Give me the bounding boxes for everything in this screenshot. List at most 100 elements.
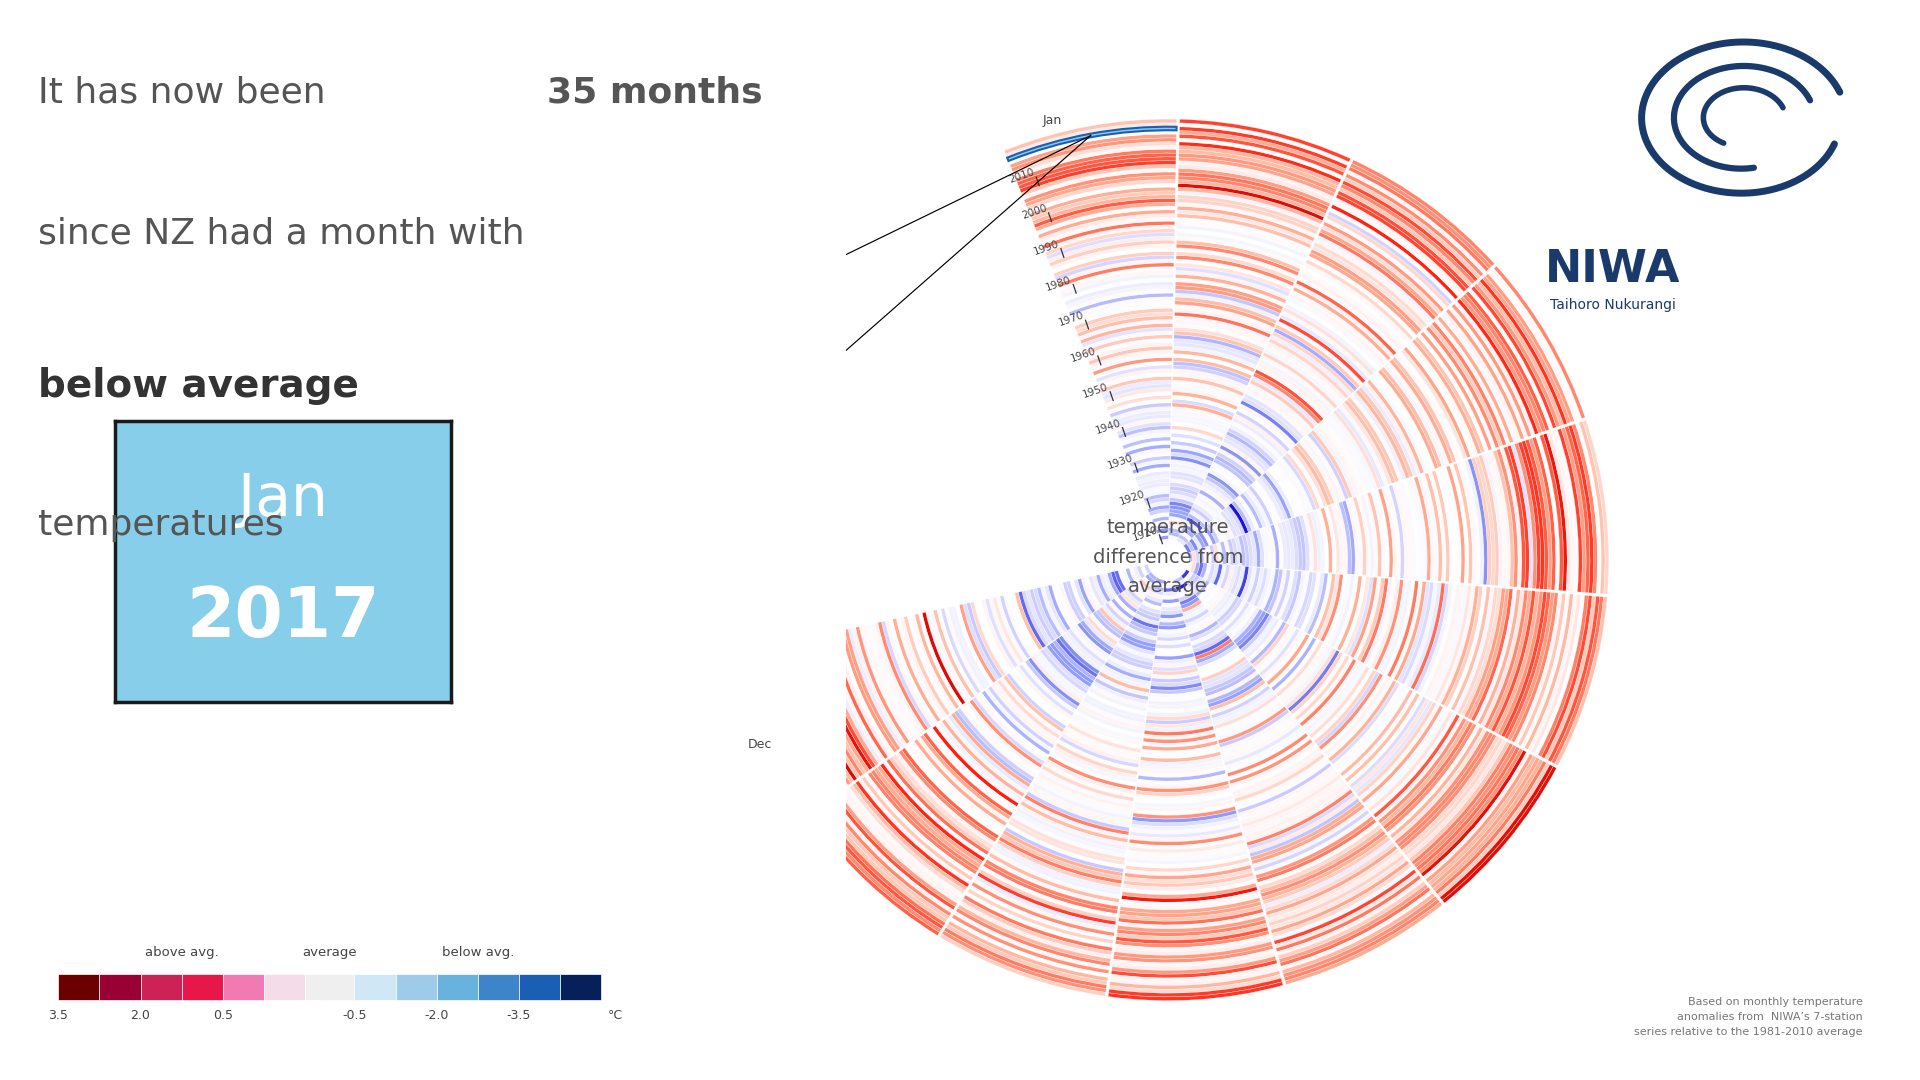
Wedge shape [1175, 324, 1265, 348]
Wedge shape [1367, 492, 1382, 577]
Wedge shape [1258, 478, 1284, 522]
Wedge shape [1511, 593, 1559, 742]
Wedge shape [1023, 172, 1175, 203]
Wedge shape [1409, 341, 1478, 455]
Wedge shape [1342, 403, 1392, 485]
Wedge shape [1046, 232, 1175, 259]
Wedge shape [1202, 483, 1231, 505]
Wedge shape [1532, 437, 1555, 590]
Wedge shape [1044, 762, 1135, 797]
Wedge shape [1044, 585, 1068, 633]
Wedge shape [1171, 410, 1231, 428]
Wedge shape [1181, 531, 1192, 541]
Wedge shape [1223, 540, 1231, 565]
Wedge shape [964, 704, 1039, 774]
Wedge shape [1177, 211, 1313, 245]
Wedge shape [778, 644, 845, 789]
Text: 1990: 1990 [1033, 239, 1060, 257]
Wedge shape [1073, 580, 1092, 616]
Wedge shape [1325, 218, 1448, 309]
Wedge shape [929, 728, 1016, 810]
Text: below avg.: below avg. [442, 946, 515, 959]
Wedge shape [1144, 564, 1150, 573]
Wedge shape [1125, 626, 1158, 640]
Wedge shape [1169, 486, 1198, 496]
Wedge shape [762, 647, 831, 798]
Wedge shape [958, 905, 1110, 962]
Text: average: average [301, 946, 357, 959]
Wedge shape [970, 602, 1006, 676]
Wedge shape [1394, 581, 1427, 680]
Wedge shape [1290, 448, 1327, 507]
Wedge shape [1142, 744, 1219, 755]
Wedge shape [904, 617, 950, 715]
Wedge shape [1114, 646, 1154, 663]
Wedge shape [1225, 505, 1244, 535]
Wedge shape [1248, 796, 1357, 853]
Wedge shape [810, 814, 939, 935]
Wedge shape [1083, 332, 1173, 351]
Text: 2000: 2000 [1020, 203, 1048, 220]
Wedge shape [1260, 360, 1332, 414]
Wedge shape [1175, 297, 1277, 324]
Wedge shape [1576, 422, 1601, 594]
Wedge shape [1210, 591, 1229, 615]
Wedge shape [1254, 625, 1292, 671]
Wedge shape [1240, 401, 1298, 444]
Wedge shape [874, 768, 981, 867]
Wedge shape [1217, 451, 1256, 483]
Wedge shape [1348, 577, 1373, 656]
Wedge shape [1348, 694, 1423, 785]
Wedge shape [1200, 486, 1229, 508]
Wedge shape [868, 772, 977, 874]
Wedge shape [1308, 433, 1348, 499]
Wedge shape [1296, 656, 1350, 720]
Wedge shape [1411, 743, 1513, 865]
Wedge shape [1188, 514, 1206, 528]
Wedge shape [1160, 617, 1185, 622]
Wedge shape [1256, 366, 1327, 419]
Wedge shape [1171, 418, 1227, 434]
Wedge shape [1212, 686, 1271, 718]
Wedge shape [1173, 576, 1183, 583]
Wedge shape [1329, 680, 1396, 761]
Wedge shape [1188, 618, 1215, 634]
Wedge shape [1037, 651, 1087, 697]
Text: -0.5: -0.5 [342, 1009, 367, 1022]
Wedge shape [1054, 252, 1175, 276]
Wedge shape [1342, 691, 1417, 779]
Bar [396, 974, 436, 1000]
Wedge shape [1254, 810, 1369, 872]
Wedge shape [1054, 255, 1173, 281]
Wedge shape [1200, 584, 1215, 603]
Wedge shape [1217, 448, 1260, 480]
Wedge shape [1102, 605, 1127, 629]
Wedge shape [991, 684, 1056, 745]
Wedge shape [804, 638, 866, 774]
Wedge shape [945, 717, 1027, 794]
Wedge shape [1219, 565, 1231, 589]
Wedge shape [831, 798, 952, 913]
Wedge shape [1231, 538, 1238, 565]
Wedge shape [1160, 536, 1169, 540]
Wedge shape [1179, 180, 1325, 217]
Wedge shape [1440, 586, 1478, 705]
Wedge shape [1277, 642, 1323, 697]
Wedge shape [1152, 675, 1200, 683]
Wedge shape [1233, 418, 1284, 457]
Wedge shape [1336, 576, 1361, 650]
Wedge shape [968, 889, 1114, 944]
Wedge shape [1396, 354, 1459, 461]
Wedge shape [979, 693, 1048, 758]
Wedge shape [1501, 592, 1548, 738]
Wedge shape [1254, 373, 1321, 423]
Wedge shape [1206, 671, 1258, 700]
Wedge shape [1154, 657, 1194, 664]
Wedge shape [1039, 772, 1133, 809]
Wedge shape [1273, 639, 1319, 693]
Wedge shape [1311, 430, 1352, 498]
Wedge shape [902, 748, 998, 839]
Wedge shape [1135, 788, 1231, 800]
Wedge shape [945, 607, 983, 691]
Wedge shape [991, 850, 1119, 899]
